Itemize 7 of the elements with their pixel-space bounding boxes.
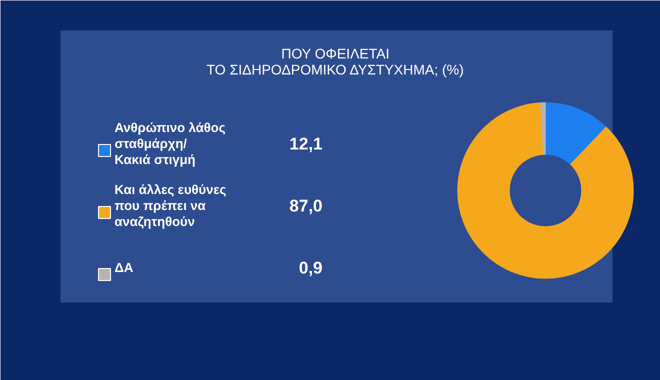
chart-title: ΠΟΥ ΟΦΕΙΛΕΤΑΙ ΤΟ ΣΙΔΗΡΟΔΡΟΜΙΚΟ ΔΥΣΤΥΧΗΜΑ; (%) xyxy=(206,46,464,78)
legend-label: Και άλλες ευθύνες που πρέπει να αναζητηθούν xyxy=(114,182,227,229)
legend-label: Ανθρώπινο λάθος σταθμάρχη/ Κακιά στιγμή xyxy=(114,120,226,167)
data-label: 12,1 xyxy=(289,134,323,154)
legend-label: ΔΑ xyxy=(114,260,134,275)
data-label: 0,9 xyxy=(298,258,323,278)
data-label: 87,0 xyxy=(289,196,323,216)
